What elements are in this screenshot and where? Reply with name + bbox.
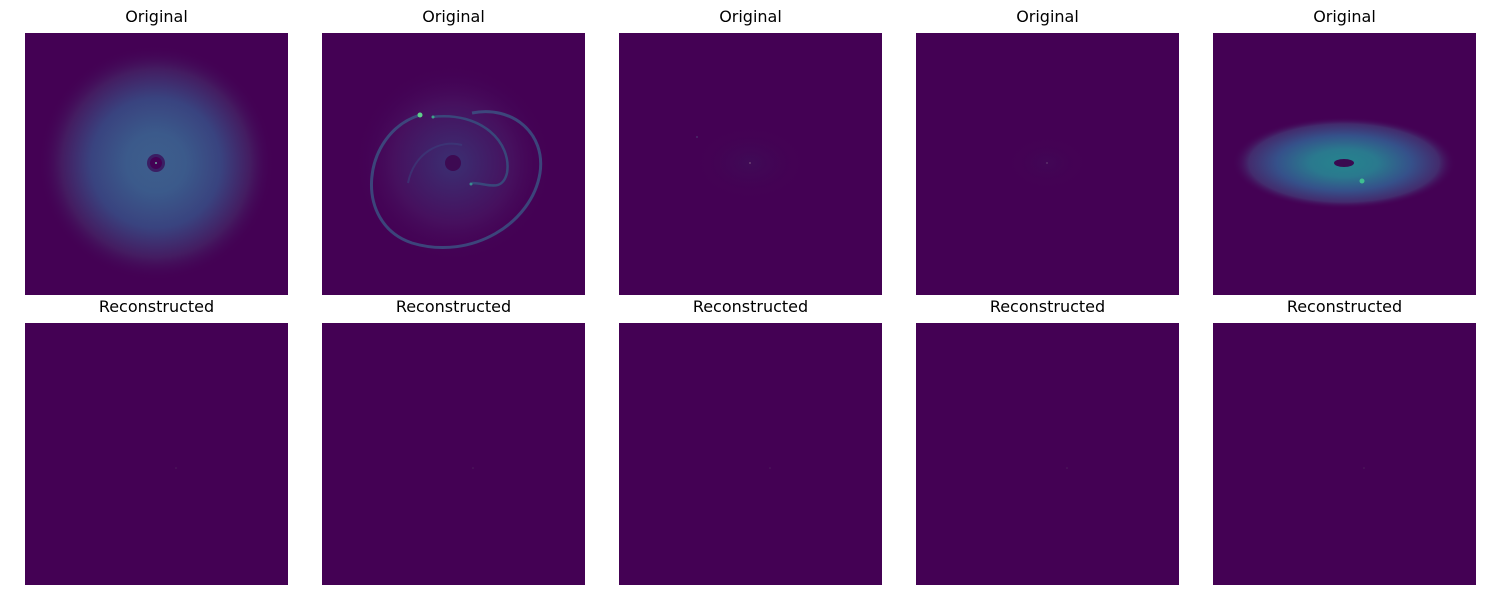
image-original-spiral — [322, 33, 585, 295]
image-original-edge-on — [1213, 33, 1476, 295]
panel-reconstructed-3: Reconstructed — [619, 290, 882, 585]
panel-original-5: Original — [1213, 0, 1476, 295]
image-reconstructed — [916, 323, 1179, 585]
image-original-faint — [619, 33, 882, 295]
panel-title: Reconstructed — [1286, 297, 1403, 316]
panel-original-2: Original — [322, 0, 585, 295]
panel-reconstructed-1: Reconstructed — [25, 290, 288, 585]
panel-title: Original — [719, 7, 782, 26]
panel-title: Original — [1016, 7, 1079, 26]
panel-original-1: Original — [25, 0, 288, 295]
panel-title: Original — [1313, 7, 1376, 26]
image-original-very-faint — [916, 33, 1179, 295]
image-original-disk — [25, 33, 288, 295]
panel-title: Reconstructed — [989, 297, 1106, 316]
image-reconstructed — [619, 323, 882, 585]
image-reconstructed — [322, 323, 585, 585]
panel-original-4: Original — [916, 0, 1179, 295]
panel-title: Reconstructed — [692, 297, 809, 316]
panel-title: Original — [125, 7, 188, 26]
panel-title: Original — [422, 7, 485, 26]
panel-title: Reconstructed — [98, 297, 215, 316]
panel-reconstructed-5: Reconstructed — [1213, 290, 1476, 585]
image-reconstructed — [25, 323, 288, 585]
panel-title: Reconstructed — [395, 297, 512, 316]
panel-reconstructed-4: Reconstructed — [916, 290, 1179, 585]
panel-original-3: Original — [619, 0, 882, 295]
panel-reconstructed-2: Reconstructed — [322, 290, 585, 585]
image-reconstructed — [1213, 323, 1476, 585]
